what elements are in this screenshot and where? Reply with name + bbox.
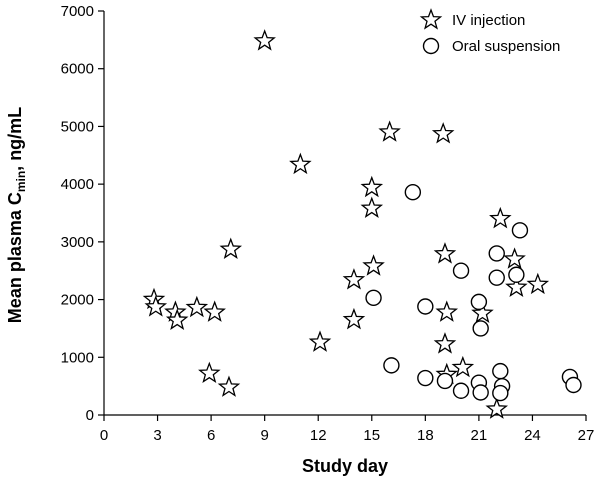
iv-injection-point: [185, 295, 209, 318]
x-tick-label: 24: [524, 427, 541, 444]
y-tick-label: 3000: [61, 234, 94, 251]
oral-suspension-point: [488, 269, 505, 286]
iv-injection-point: [219, 237, 243, 259]
y-tick-label: 4000: [61, 176, 94, 193]
iv-injection-point: [431, 122, 455, 144]
iv-injection-point: [198, 361, 221, 384]
y-axis-title-subscript: min: [14, 171, 28, 192]
iv-injection-point: [308, 330, 332, 352]
x-tick-label: 12: [310, 427, 327, 444]
oral-suspension-point: [470, 293, 488, 311]
oral-suspension-point: [508, 266, 525, 283]
iv-injection-point: [289, 152, 312, 175]
legend-circle-icon: [422, 37, 440, 55]
oral-suspension-point: [511, 222, 529, 239]
iv-injection-point: [433, 332, 457, 354]
y-tick-label: 7000: [61, 3, 94, 20]
y-tick-label: 0: [86, 407, 94, 424]
oral-suspension-point: [417, 298, 434, 315]
iv-injection-point: [360, 175, 384, 198]
legend: IV injection Oral suspension: [419, 8, 560, 55]
x-tick-label: 6: [207, 427, 215, 444]
iv-injection-point: [360, 196, 384, 218]
iv-injection-point: [526, 272, 550, 295]
oral-suspension-point: [472, 320, 489, 337]
iv-injection-point: [489, 206, 512, 229]
legend-star-shape: [419, 8, 443, 30]
iv-injection-point: [217, 375, 241, 397]
legend-item-iv: IV injection: [419, 8, 525, 30]
oral-suspension-point: [452, 382, 470, 399]
iv-injection-point: [144, 295, 168, 317]
y-tick-label: 5000: [61, 118, 94, 135]
oral-suspension-point: [365, 289, 382, 307]
legend-item-oral: Oral suspension: [422, 37, 560, 55]
x-tick-label: 21: [471, 427, 488, 444]
iv-injection-point: [485, 397, 509, 419]
oral-suspension-point: [492, 362, 509, 380]
oral-suspension-point: [436, 372, 454, 390]
iv-injection-point: [203, 300, 226, 322]
axes: [103, 11, 586, 416]
oral-suspension-point: [383, 357, 400, 374]
y-tick-label: 6000: [61, 61, 94, 78]
oral-suspension-point: [492, 384, 509, 402]
iv-injection-point: [165, 308, 189, 330]
oral-suspension-point: [417, 369, 434, 387]
y-axis-title-tail: , ng/mL: [5, 107, 25, 171]
iv-injection-point: [505, 275, 528, 298]
legend-star-icon: [419, 8, 443, 30]
iv-injection-point: [451, 355, 475, 378]
legend-label-oral: Oral suspension: [452, 38, 560, 55]
iv-injection-point: [342, 307, 366, 330]
x-axis-ticks: 0 3 6 9 12 15 18 21 24 27: [100, 415, 595, 444]
iv-injection-point: [435, 300, 459, 322]
iv-injection-point: [471, 301, 494, 324]
x-tick-label: 15: [363, 427, 380, 444]
y-axis-title-main: Mean plasma C: [5, 192, 25, 323]
iv-injection-point: [362, 254, 385, 276]
x-tick-label: 27: [578, 427, 595, 444]
x-tick-label: 3: [153, 427, 161, 444]
y-axis-title: Mean plasma Cmin, ng/mL: [5, 107, 28, 323]
oral-suspension-point: [565, 376, 582, 394]
y-axis-ticks: 0 1000 2000 3000 4000 5000 6000 7000: [61, 3, 104, 424]
oral-suspension-point: [472, 384, 489, 401]
oral-suspension-point: [404, 184, 422, 201]
x-tick-label: 18: [417, 427, 434, 444]
iv-injection-point: [378, 120, 401, 142]
iv-injection-point: [342, 268, 366, 290]
x-tick-label: 0: [100, 427, 108, 444]
iv-injection-point: [503, 247, 526, 269]
x-axis-title: Study day: [302, 456, 388, 476]
y-tick-label: 2000: [61, 292, 94, 309]
x-tick-label: 9: [260, 427, 268, 444]
y-tick-label: 1000: [61, 349, 94, 366]
data-points: [142, 29, 582, 419]
iv-injection-point: [433, 242, 457, 264]
oral-suspension-point: [488, 245, 505, 262]
legend-label-iv: IV injection: [452, 12, 525, 29]
oral-suspension-point: [452, 262, 470, 279]
iv-injection-point: [253, 29, 276, 51]
